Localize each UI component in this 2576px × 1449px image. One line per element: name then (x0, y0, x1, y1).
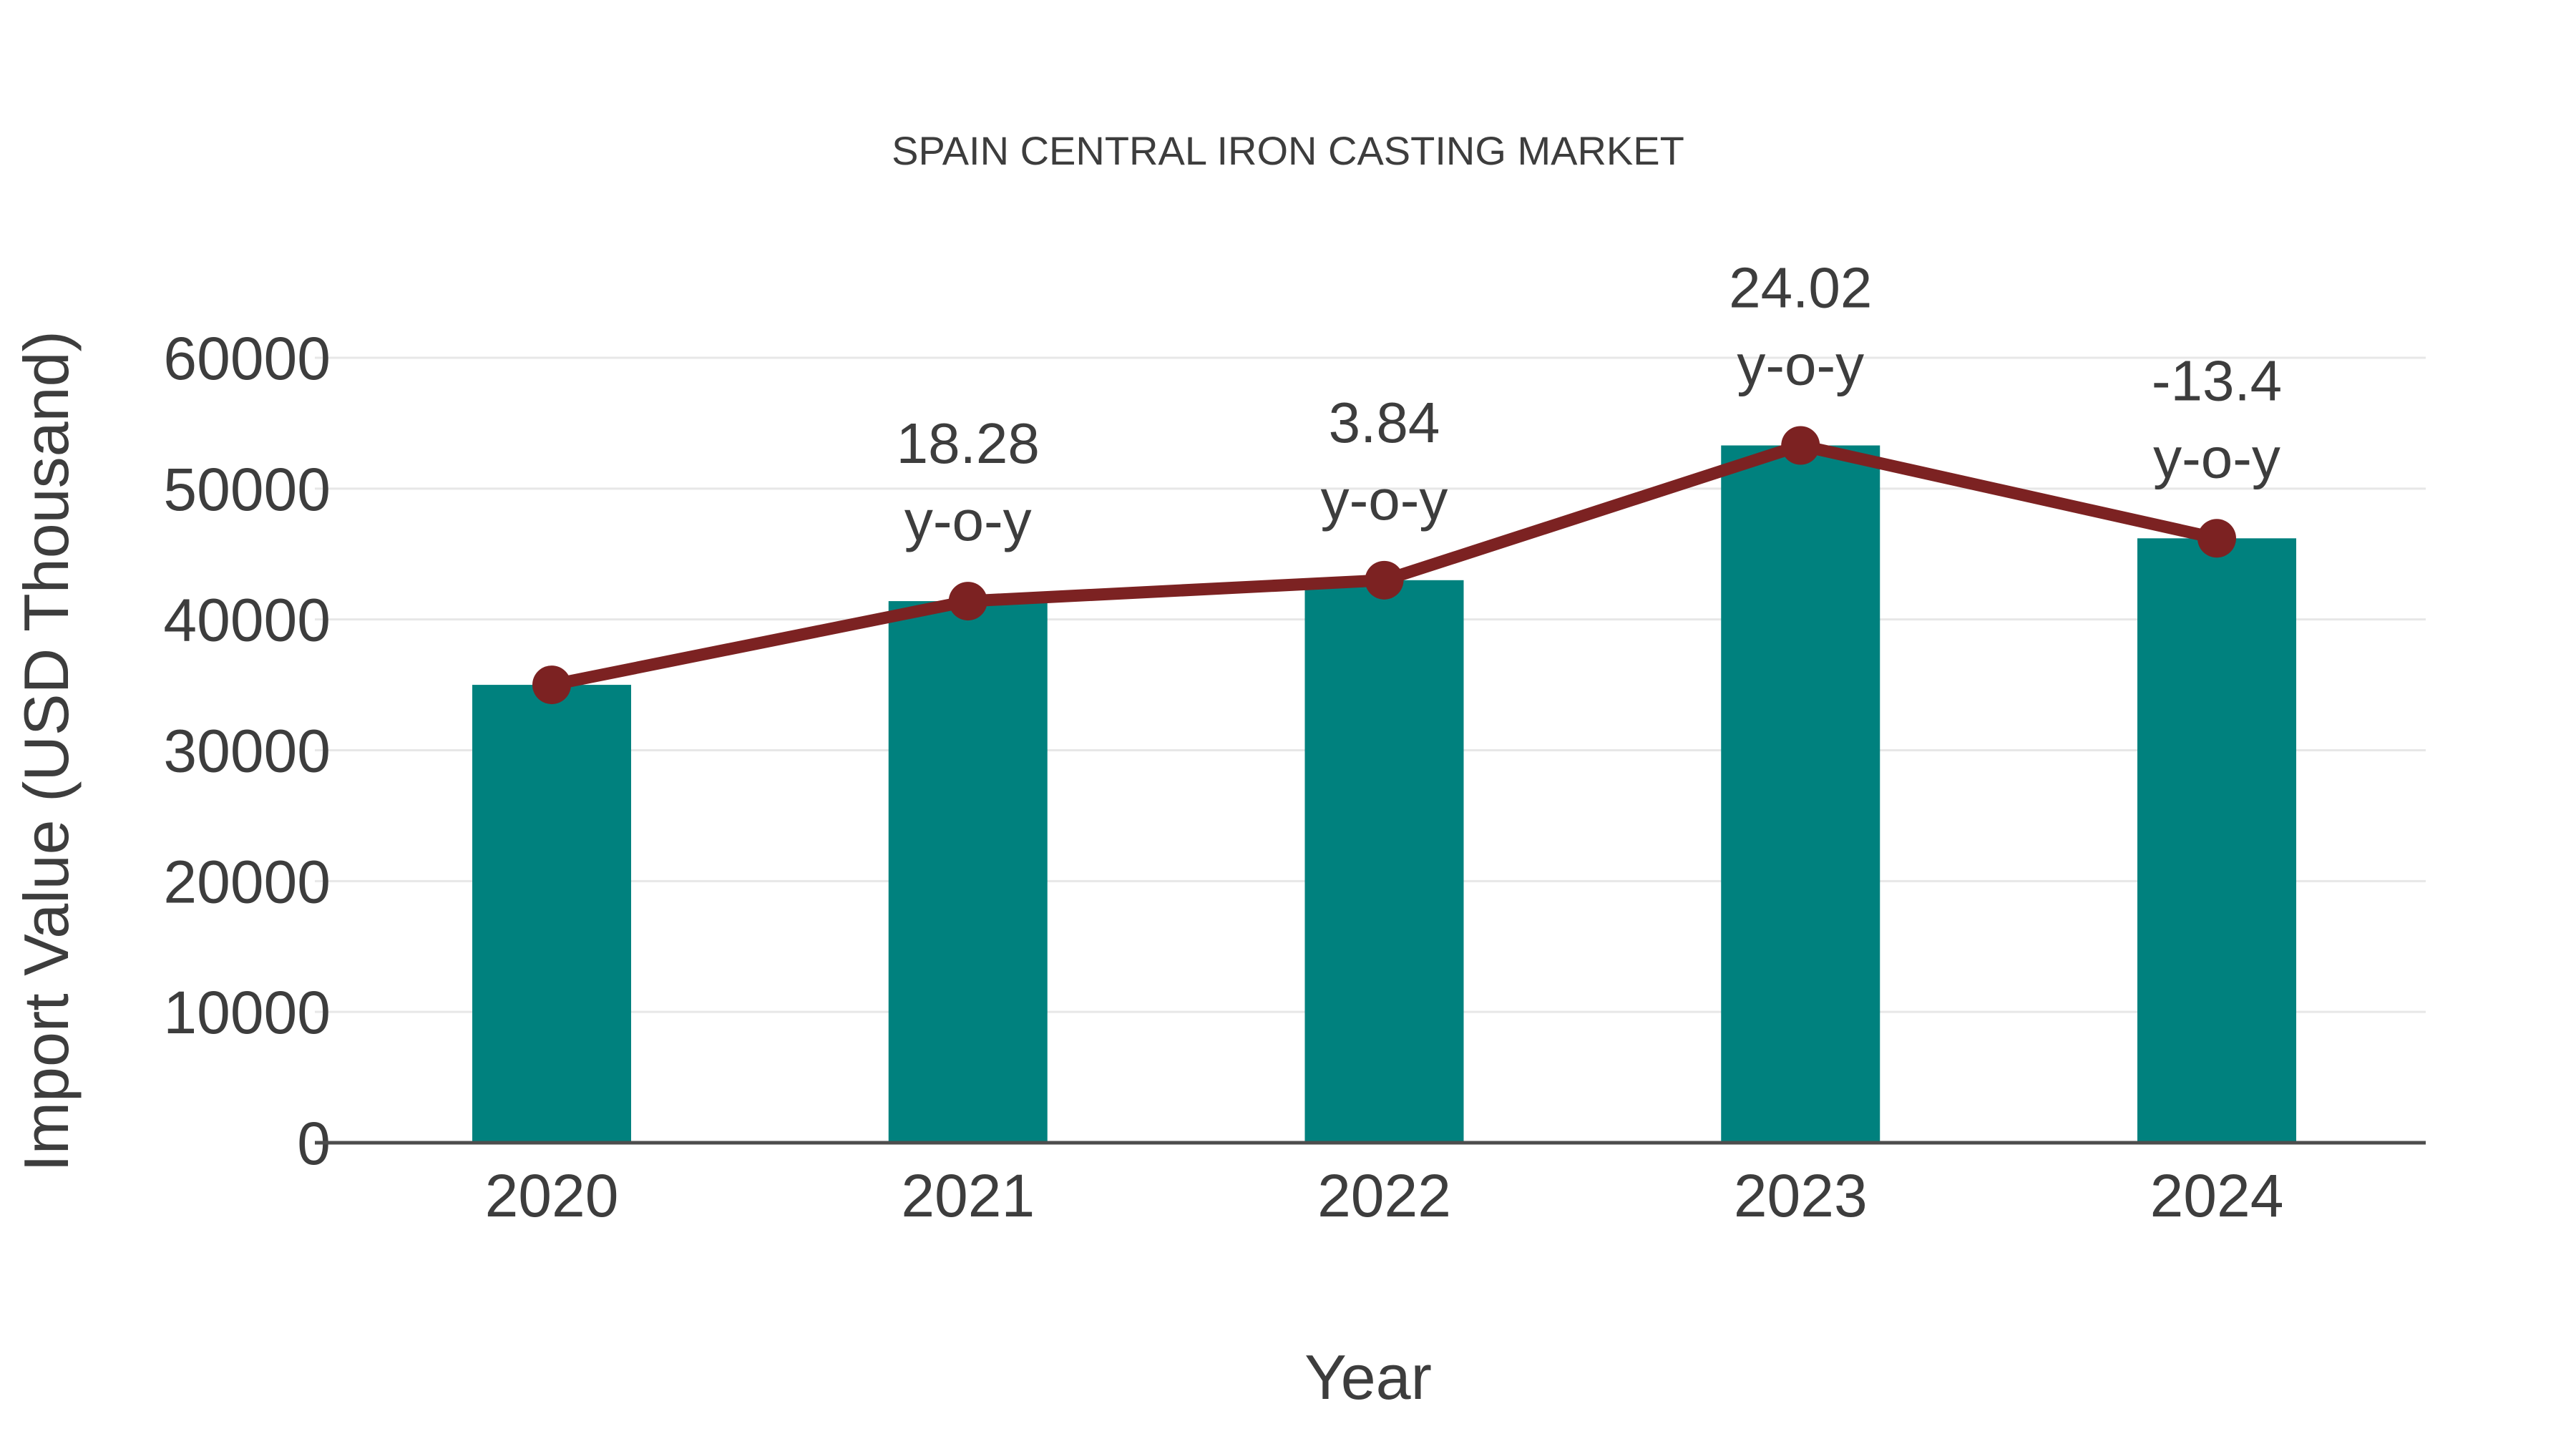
data-point-2020 (532, 665, 571, 705)
y-axis-title: Import Value (USD Thousand) (11, 331, 82, 1172)
annotation-2021-label: y-o-y (904, 489, 1032, 552)
chart-title: SPAIN CENTRAL IRON CASTING MARKET (892, 128, 1684, 173)
x-tick-label-2020: 2020 (485, 1162, 619, 1229)
data-point-2023 (1781, 426, 1820, 465)
data-point-2021 (948, 582, 987, 621)
annotation-2022-value: 3.84 (1329, 391, 1440, 454)
annotation-2023-value: 24.02 (1729, 255, 1872, 319)
x-tick-label-2023: 2023 (1734, 1162, 1868, 1229)
bar-2024 (2137, 538, 2296, 1143)
y-tick-label: 40000 (163, 587, 331, 654)
annotation-2022-label: y-o-y (1321, 468, 1448, 532)
annotation-2024-value: -13.4 (2152, 348, 2282, 412)
bar-2021 (888, 601, 1048, 1143)
y-tick-label: 60000 (163, 325, 331, 392)
data-point-2022 (1365, 560, 1404, 600)
x-tick-label-2021: 2021 (901, 1162, 1035, 1229)
annotation-2023-label: y-o-y (1737, 333, 1864, 396)
line-markers (532, 426, 2236, 705)
yoy-annotations: 18.28 y-o-y 3.84 y-o-y 24.02 y-o-y -13.4 y-o-y (897, 255, 2283, 552)
x-tick-label-2022: 2022 (1317, 1162, 1451, 1229)
x-axis-title: Year (1304, 1342, 1432, 1413)
annotation-2021-value: 18.28 (897, 411, 1040, 475)
data-point-2024 (2197, 519, 2236, 558)
bar-series (472, 445, 2296, 1143)
x-tick-label-2024: 2024 (2150, 1162, 2284, 1229)
y-tick-label: 50000 (163, 456, 331, 523)
y-tick-label: 10000 (163, 979, 331, 1046)
x-tick-labels: 2020 2021 2022 2023 2024 (485, 1162, 2284, 1229)
bar-2023 (1721, 445, 1880, 1143)
bar-2020 (472, 685, 631, 1143)
annotation-2024-label: y-o-y (2153, 426, 2280, 489)
y-tick-label: 30000 (163, 718, 331, 785)
bar-2022 (1304, 580, 1464, 1143)
y-tick-label: 20000 (163, 848, 331, 915)
